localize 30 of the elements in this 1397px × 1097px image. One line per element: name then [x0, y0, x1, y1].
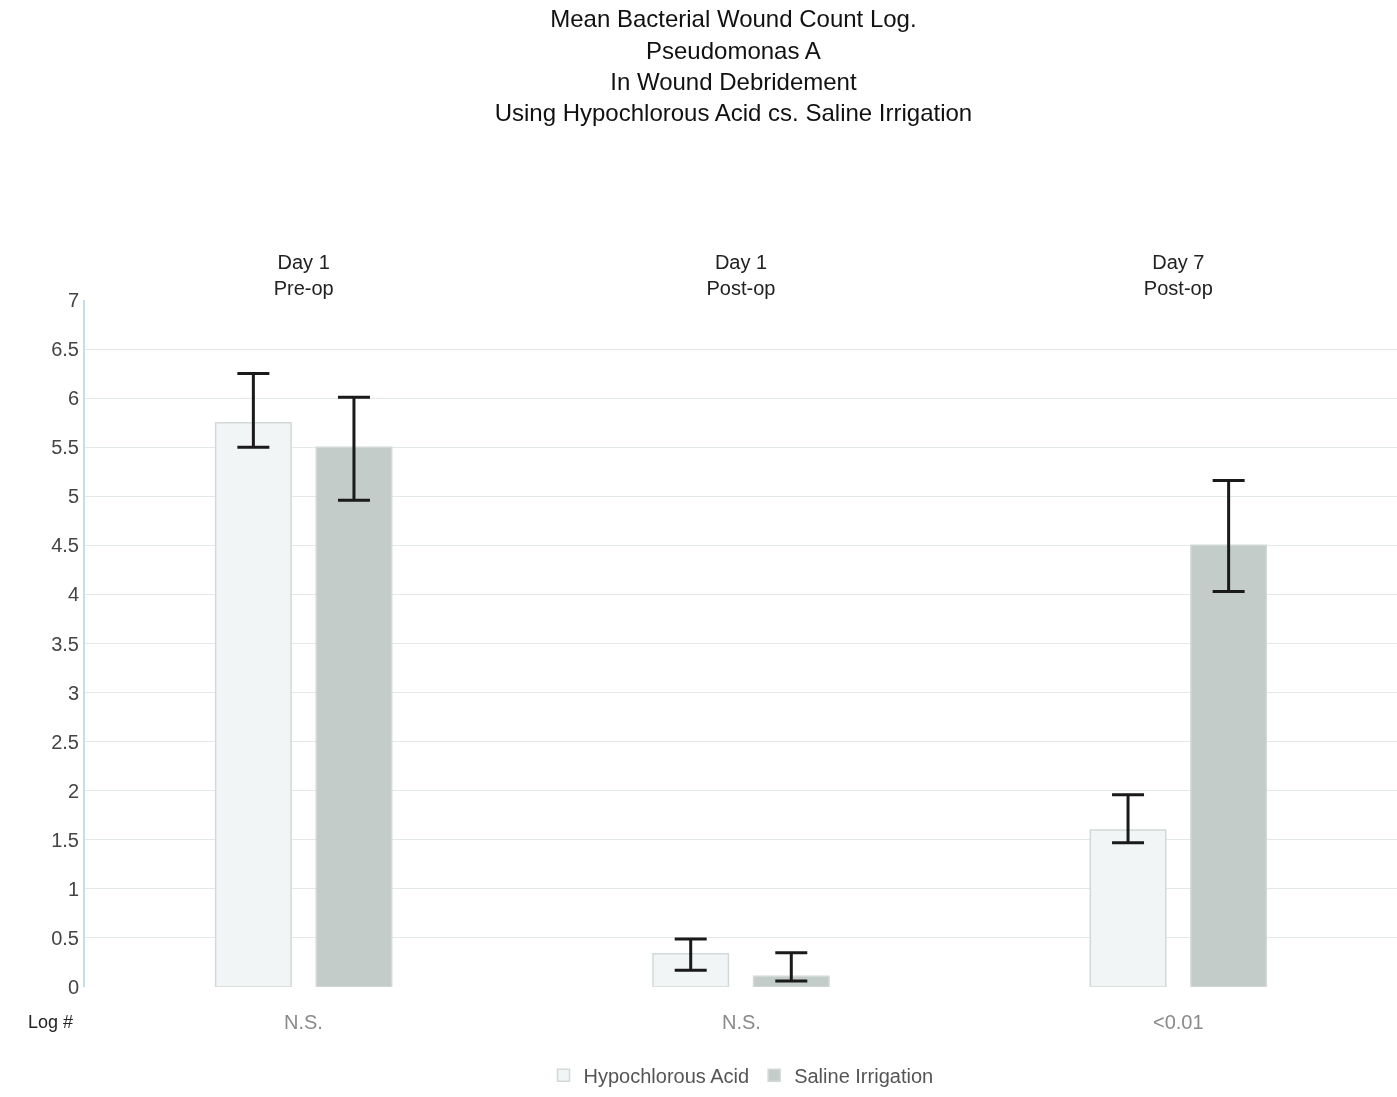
- bar: [315, 446, 393, 987]
- y-tick-label: 5: [67, 485, 79, 508]
- y-tick-label: 4: [67, 583, 79, 606]
- y-axis-title: Log #: [28, 1012, 74, 1032]
- y-tick-label: 2: [67, 779, 79, 802]
- bar: [1089, 829, 1167, 987]
- y-tick-label: 1: [67, 877, 79, 900]
- y-tick-label: 0.5: [51, 926, 79, 949]
- y-tick-label: 1.5: [51, 828, 79, 851]
- text: N.S.: [722, 1011, 761, 1033]
- y-tick-label: 6: [67, 387, 79, 410]
- legend-label: Saline Irrigation: [794, 1065, 934, 1087]
- text: N.S.: [284, 1011, 323, 1033]
- x-tick-label: Day 7 Post-op: [1143, 251, 1213, 299]
- y-tick-label: 5.5: [51, 436, 79, 459]
- bar: [214, 421, 292, 987]
- x-tick-label: Day 1 Post-op: [706, 251, 776, 299]
- bar: [1190, 544, 1268, 987]
- legend-label: Hypochlorous Acid: [583, 1065, 750, 1087]
- y-tick-label: 4.5: [51, 534, 79, 557]
- y-tick-label: 6.5: [51, 338, 79, 361]
- text: <0.01: [1153, 1011, 1204, 1033]
- y-tick-label: 7: [67, 289, 79, 311]
- bar: [652, 952, 730, 987]
- x-tick-label: Day 1 Pre-op: [273, 251, 334, 299]
- y-tick-label: 2.5: [51, 730, 79, 753]
- y-tick-label: 3: [67, 681, 79, 704]
- y-tick-label: 3.5: [51, 632, 79, 655]
- y-tick-label: 0: [67, 976, 79, 998]
- chart-title: Mean Bacterial Wound Count Log. Pseudomonas A In Wound Debridement Using Hypochlorous Acid cs. Saline Irrigation: [494, 5, 973, 127]
